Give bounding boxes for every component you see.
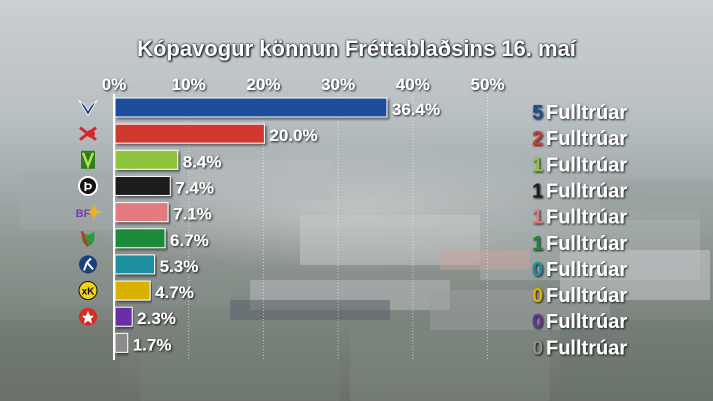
party-icons: Þ BF xK bbox=[76, 100, 102, 326]
seat-label: 1 Fulltrúar bbox=[532, 180, 627, 202]
bar bbox=[114, 228, 166, 249]
value-label: 6.7% bbox=[170, 231, 209, 250]
seat-count: 0 bbox=[532, 285, 543, 307]
bars-group bbox=[114, 97, 388, 353]
background-block bbox=[190, 160, 330, 200]
seat-label: 5 Fulltrúar bbox=[532, 102, 627, 124]
x-tick-label: 0% bbox=[102, 75, 127, 94]
background-block bbox=[560, 250, 710, 300]
seat-label: 1 Fulltrúar bbox=[532, 233, 627, 255]
x-tick-label: 20% bbox=[246, 75, 280, 94]
chart-title: Kópavogur könnun Fréttablaðsins 16. maí bbox=[137, 36, 576, 61]
x-axis-ticks: 0% 10% 20% 30% 40% 50% bbox=[102, 75, 505, 94]
seat-count: 1 bbox=[532, 233, 543, 255]
v-logo-icon bbox=[81, 150, 95, 170]
bar bbox=[114, 175, 171, 196]
bar bbox=[114, 306, 133, 327]
seat-count: 1 bbox=[532, 154, 543, 176]
seat-count: 2 bbox=[532, 128, 543, 150]
seat-count: 0 bbox=[532, 311, 543, 333]
value-label: 7.1% bbox=[173, 205, 212, 224]
x-tick-label: 40% bbox=[396, 75, 430, 94]
background-block bbox=[0, 320, 120, 401]
grid-lines bbox=[188, 94, 488, 360]
background-block bbox=[230, 300, 390, 320]
bar bbox=[114, 149, 179, 170]
seat-label: 0 Fulltrúar bbox=[532, 311, 627, 333]
svg-text:xK: xK bbox=[82, 287, 96, 298]
value-label: 1.7% bbox=[133, 335, 172, 354]
seat-label: 0 Fulltrúar bbox=[532, 337, 627, 359]
value-labels: 36.4% 20.0% 8.4% 7.4% 7.1% 6.7% 5.3% 4.7% 2.3% 1.… bbox=[133, 100, 440, 354]
value-label: 7.4% bbox=[175, 178, 214, 197]
bar bbox=[114, 97, 388, 118]
background-block bbox=[350, 330, 550, 401]
seat-count: 0 bbox=[532, 337, 543, 359]
value-label: 4.7% bbox=[155, 283, 194, 302]
seat-count: 0 bbox=[532, 259, 543, 281]
value-label: 20.0% bbox=[269, 126, 317, 145]
bar bbox=[114, 280, 151, 301]
seat-label: 2 Fulltrúar bbox=[532, 128, 627, 150]
seat-word: Fulltrúar bbox=[546, 154, 627, 176]
flower-logo-icon bbox=[80, 230, 95, 247]
seat-word: Fulltrúar bbox=[546, 337, 627, 359]
seat-label: 0 Fulltrúar bbox=[532, 259, 627, 281]
x-tick-label: 30% bbox=[321, 75, 355, 94]
seat-label: 0 Fulltrúar bbox=[532, 285, 627, 307]
star-logo-icon bbox=[79, 307, 97, 326]
p-logo-icon: Þ bbox=[78, 175, 98, 196]
seat-label: 1 Fulltrúar bbox=[532, 154, 627, 176]
seat-word: Fulltrúar bbox=[546, 233, 627, 255]
value-label: 2.3% bbox=[137, 309, 176, 328]
rose-logo-icon bbox=[79, 126, 97, 141]
seat-count: 5 bbox=[532, 102, 543, 124]
bird-logo-icon bbox=[78, 100, 98, 117]
background-block bbox=[440, 250, 530, 270]
bar bbox=[114, 123, 265, 144]
bar bbox=[114, 332, 129, 353]
seat-word: Fulltrúar bbox=[546, 207, 627, 229]
x-tick-label: 10% bbox=[172, 75, 206, 94]
xk-logo-icon: xK bbox=[78, 281, 98, 301]
background-block bbox=[140, 330, 340, 401]
bf-logo-icon: BF bbox=[76, 204, 102, 221]
value-label: 36.4% bbox=[392, 100, 440, 119]
seat-word: Fulltrúar bbox=[546, 285, 627, 307]
seat-count: 1 bbox=[532, 207, 543, 229]
bar bbox=[114, 202, 169, 223]
background-block bbox=[600, 180, 713, 220]
value-label: 8.4% bbox=[183, 152, 222, 171]
seat-word: Fulltrúar bbox=[546, 102, 627, 124]
background-block bbox=[560, 320, 713, 401]
bar bbox=[114, 254, 156, 275]
x-tick-label: 50% bbox=[470, 75, 504, 94]
seat-count: 1 bbox=[532, 180, 543, 202]
svg-text:BF: BF bbox=[76, 208, 91, 220]
figure-logo-icon bbox=[79, 255, 97, 274]
seat-word: Fulltrúar bbox=[546, 259, 627, 281]
svg-text:Þ: Þ bbox=[84, 179, 93, 194]
seat-word: Fulltrúar bbox=[546, 128, 627, 150]
seat-label: 1 Fulltrúar bbox=[532, 207, 627, 229]
seat-word: Fulltrúar bbox=[546, 311, 627, 333]
value-label: 5.3% bbox=[160, 257, 199, 276]
seat-word: Fulltrúar bbox=[546, 180, 627, 202]
